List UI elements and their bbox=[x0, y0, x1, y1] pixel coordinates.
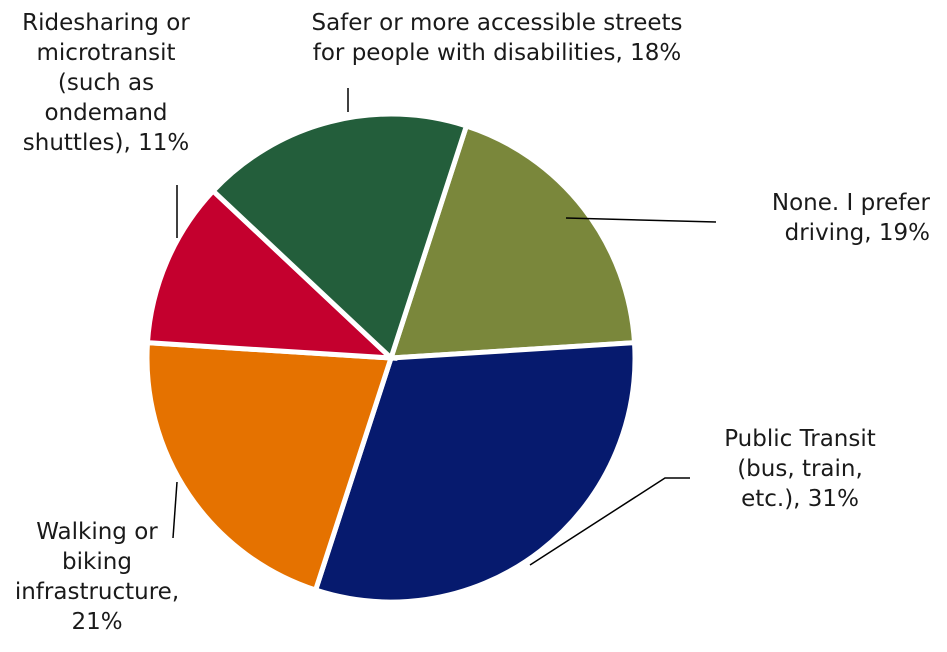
slice-label-none-i-prefer-driving: None. I prefer driving, 19% bbox=[772, 190, 931, 246]
slice-label-ridesharing-or-microtransit-such-as-ondemand-shuttles: Ridesharing or microtransit (such as ondema… bbox=[22, 10, 190, 156]
leader-line-walking-or-biking-infrastructure bbox=[172, 481, 178, 539]
pie-slice-none-i-prefer-driving bbox=[387, 122, 638, 361]
leader-line-public-transit-bus-train-etc bbox=[529, 477, 690, 566]
leader-line-none-i-prefer-driving bbox=[565, 217, 717, 223]
leader-lines bbox=[172, 88, 717, 566]
slice-label-walking-or-biking-infrastructure: Walking or biking infrastructure, 21% bbox=[15, 519, 179, 635]
pie-slice-walking-or-biking-infrastructure bbox=[144, 340, 395, 594]
slice-label-safer-or-more-accessible-streets-for-people-with-disabilities: Safer or more accessible streets for peop… bbox=[311, 10, 682, 66]
pie-slice-ridesharing-or-microtransit-such-as-ondemand-shuttles bbox=[144, 187, 398, 361]
pie-slice-safer-or-more-accessible-streets-for-people-with-disabilities bbox=[209, 111, 470, 363]
slice-labels: None. I prefer driving, 19% Public Transit… bbox=[15, 10, 931, 635]
pie-slice-public-transit-bus-train-etc bbox=[312, 340, 638, 605]
pie-slices bbox=[144, 111, 638, 605]
slice-label-public-transit-bus-train-etc: Public Transit (bus, train, etc.), 31% bbox=[724, 426, 876, 512]
